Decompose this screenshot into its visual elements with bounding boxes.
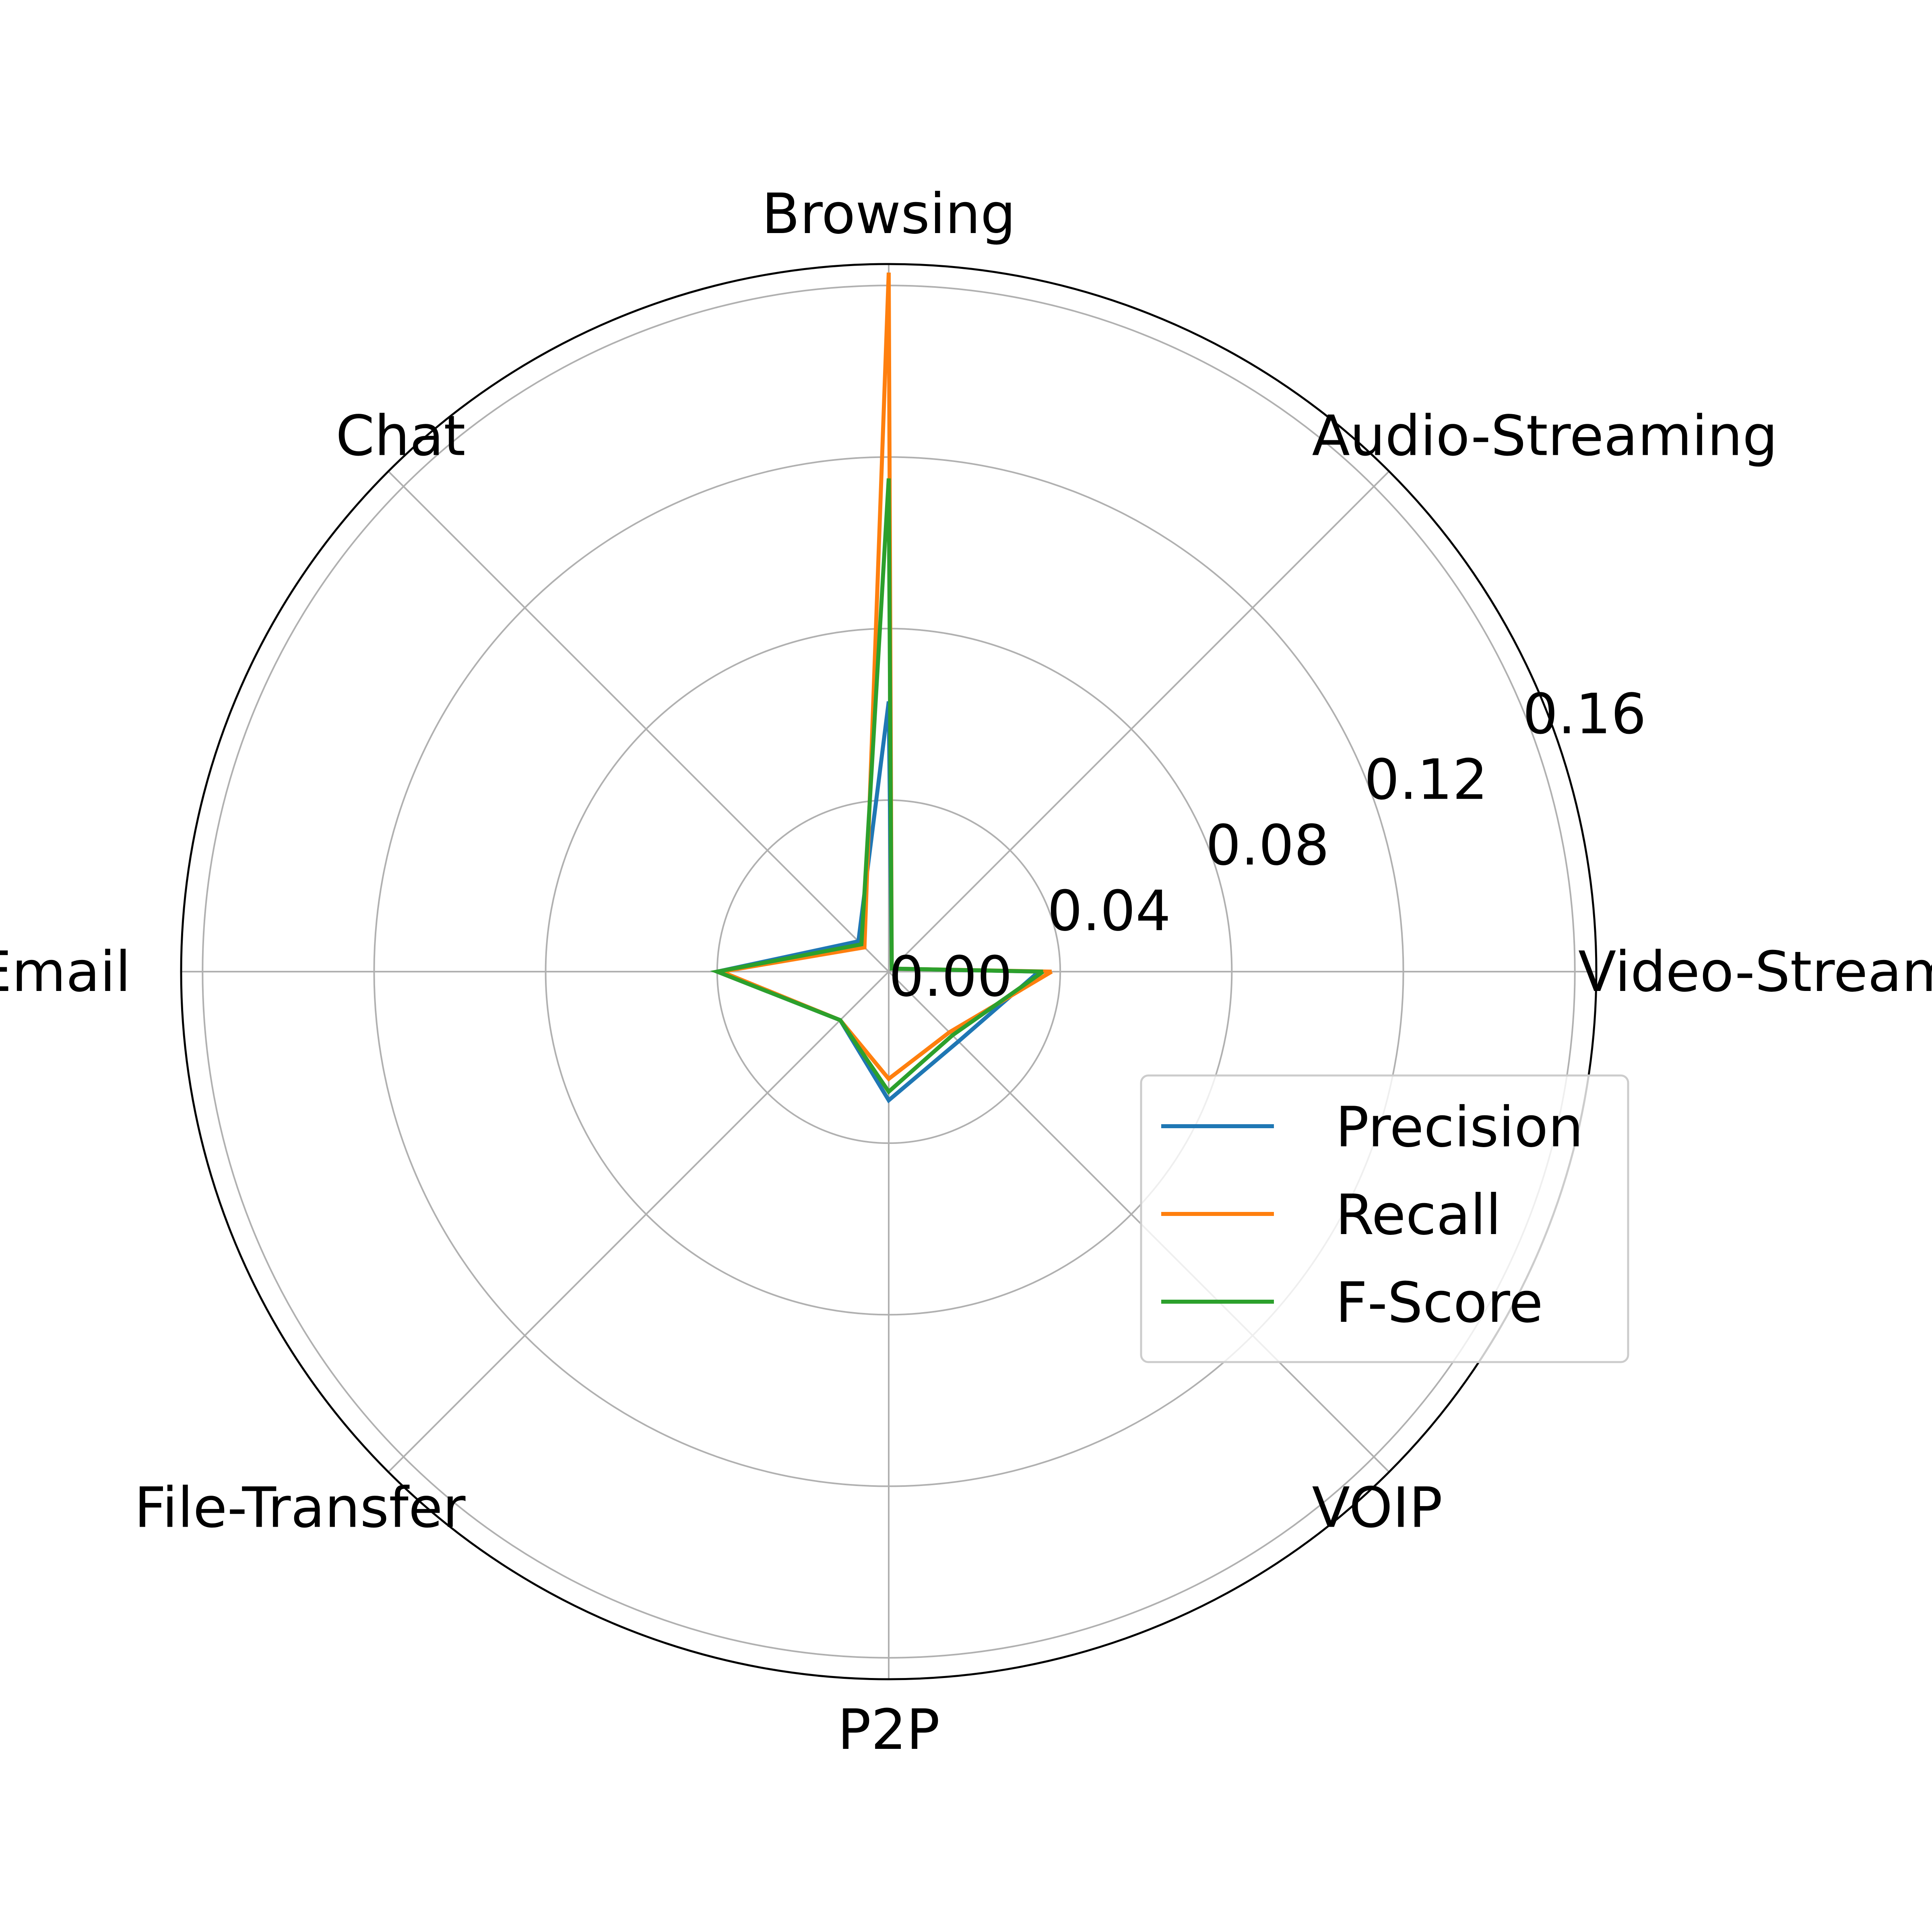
legend-label-recall: Recall (1335, 1183, 1501, 1247)
spoke-audio-streaming (888, 471, 1390, 972)
r-tick-label: 0.08 (1205, 813, 1329, 878)
category-label-chat: Chat (336, 404, 466, 469)
series-line-f-score (710, 478, 1044, 1095)
spoke-voip (888, 971, 1390, 1473)
series-layer (710, 272, 1053, 1104)
category-label-video-streaming: Video-Streaming (1578, 939, 1932, 1004)
legend: Precision Recall F-Score (1140, 1074, 1629, 1363)
legend-frame (1140, 1074, 1629, 1363)
r-tick-label: 0.12 (1364, 747, 1488, 812)
legend-label-f-score: F-Score (1335, 1270, 1543, 1335)
category-label-voip: VOIP (1312, 1475, 1443, 1540)
polar-frame (180, 263, 1598, 1680)
category-label-p2p: P2P (838, 1697, 940, 1762)
spoke-file-transfer (388, 971, 890, 1473)
category-label-audio-streaming: Audio-Streaming (1312, 404, 1777, 469)
category-label-file-transfer: File-Transfer (134, 1475, 466, 1540)
series-line-precision (710, 701, 1040, 1104)
category-label-browsing: Browsing (762, 182, 1016, 246)
r-tick-label: 0.04 (1047, 879, 1171, 943)
r-tick-label: 0.16 (1523, 682, 1646, 747)
legend-label-precision: Precision (1335, 1095, 1583, 1160)
spoke-chat (388, 471, 890, 972)
label-layer: Video-Streaming Audio-Streaming Browsing Ch… (0, 182, 1932, 1762)
category-label-email: Email (0, 939, 131, 1004)
r-tick-label: 0.00 (889, 944, 1012, 1009)
